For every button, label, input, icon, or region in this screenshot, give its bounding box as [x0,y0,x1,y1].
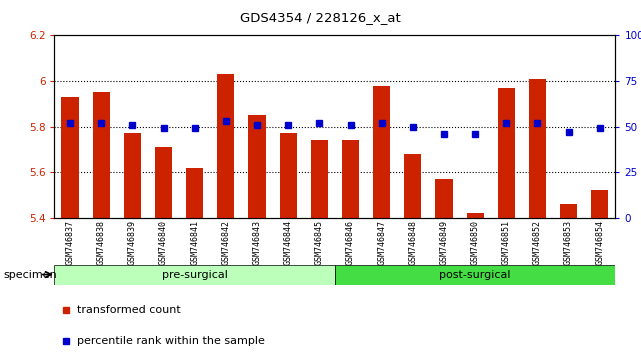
Bar [467,213,484,218]
Bar [404,154,421,218]
Text: GSM746850: GSM746850 [470,220,479,265]
Bar [186,167,203,218]
Bar [93,92,110,218]
Text: GSM746837: GSM746837 [65,220,74,265]
Bar [335,265,615,285]
Text: GSM746847: GSM746847 [377,220,386,265]
Text: GSM746851: GSM746851 [502,220,511,265]
Text: GSM746840: GSM746840 [159,220,168,265]
Text: GSM746839: GSM746839 [128,220,137,265]
Text: GSM746849: GSM746849 [440,220,449,265]
Bar [435,179,453,218]
Bar [529,79,546,218]
Text: GSM746854: GSM746854 [595,220,604,265]
Text: GSM746844: GSM746844 [284,220,293,265]
Text: pre-surgical: pre-surgical [162,270,228,280]
Text: specimen: specimen [3,270,57,280]
Text: GSM746846: GSM746846 [346,220,355,265]
Bar [217,74,235,218]
Text: GSM746852: GSM746852 [533,220,542,265]
Text: post-surgical: post-surgical [439,270,511,280]
Bar [497,88,515,218]
Text: GSM746848: GSM746848 [408,220,417,265]
Text: GDS4354 / 228126_x_at: GDS4354 / 228126_x_at [240,11,401,24]
Text: GSM746838: GSM746838 [97,220,106,265]
Bar [560,204,577,218]
Bar [373,86,390,218]
Text: GSM746853: GSM746853 [564,220,573,265]
Bar [62,97,79,218]
Text: GSM746845: GSM746845 [315,220,324,265]
Text: GSM746841: GSM746841 [190,220,199,265]
Text: percentile rank within the sample: percentile rank within the sample [77,336,265,346]
Bar [124,133,141,218]
Bar [54,265,335,285]
Bar [591,190,608,218]
Bar [342,140,359,218]
Bar [279,133,297,218]
Text: transformed count: transformed count [77,305,181,315]
Bar [311,140,328,218]
Text: GSM746843: GSM746843 [253,220,262,265]
Text: GSM746842: GSM746842 [221,220,230,265]
Bar [249,115,265,218]
Bar [155,147,172,218]
